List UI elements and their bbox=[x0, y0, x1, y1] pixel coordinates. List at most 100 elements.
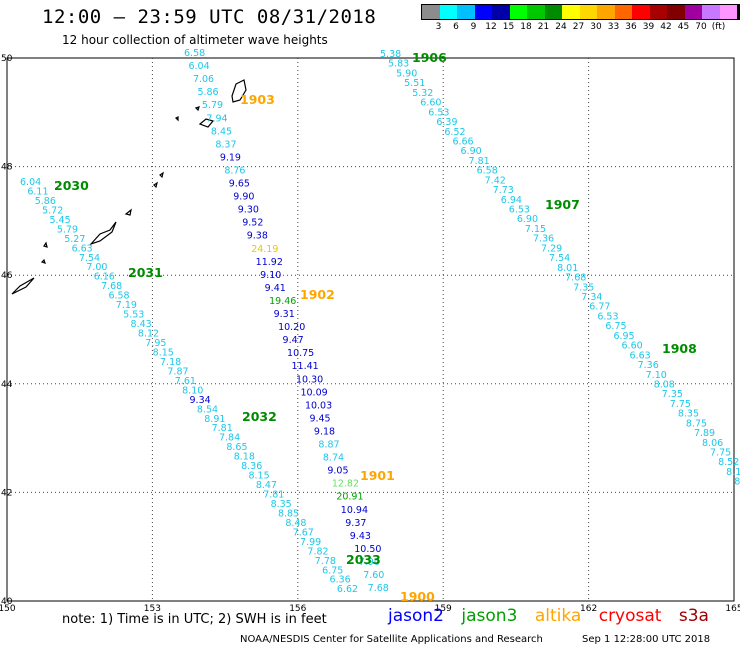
wave-height-value: 9.38 bbox=[247, 231, 268, 242]
wave-height-value: 8.45 bbox=[211, 126, 232, 137]
longitude-tick-label: 156 bbox=[289, 604, 306, 614]
wave-height-value: 10.09 bbox=[300, 387, 327, 398]
color-scale-label: 6 bbox=[453, 22, 459, 32]
color-scale-swatches bbox=[421, 4, 740, 20]
map-subtitle: 12 hour collection of altimeter wave hei… bbox=[62, 33, 328, 47]
satellite-legend: jason2 jason3 altika cryosat s3a bbox=[388, 606, 721, 626]
color-scale-label: 42 bbox=[660, 22, 672, 32]
color-swatch bbox=[579, 5, 597, 19]
wave-height-value: 6.94 bbox=[501, 195, 522, 206]
wave-height-value: 8.2 bbox=[734, 477, 740, 488]
wave-height-value: 10.50 bbox=[354, 544, 381, 555]
wave-height-value: 7.75 bbox=[710, 448, 731, 459]
wave-height-value: 8.74 bbox=[323, 453, 344, 464]
legend-s3a: s3a bbox=[678, 606, 709, 626]
wave-height-value: 7.18 bbox=[160, 357, 181, 368]
wave-height-value: 7.60 bbox=[363, 570, 384, 581]
wave-height-value: 9.34 bbox=[190, 395, 211, 406]
wave-height-value: 7.81 bbox=[212, 423, 233, 434]
wave-height-value: 5.38 bbox=[380, 49, 401, 60]
wave-height-value: 8.43 bbox=[131, 319, 152, 330]
wave-height-value: 24.19 bbox=[251, 244, 278, 255]
color-scale-label: 15 bbox=[502, 22, 515, 32]
wave-height-value: 10.03 bbox=[305, 400, 332, 411]
wave-height-value: 9.05 bbox=[327, 466, 348, 477]
wave-height-value: 6.75 bbox=[322, 565, 343, 576]
wave-height-value: 5.79 bbox=[202, 100, 223, 111]
map-border bbox=[6, 57, 735, 602]
color-swatch bbox=[702, 5, 720, 19]
wave-height-value: 7.94 bbox=[206, 113, 227, 124]
island-outline bbox=[231, 79, 247, 103]
latitude-tick-label: 50 bbox=[1, 54, 13, 64]
wave-height-value: 10.94 bbox=[341, 505, 368, 516]
color-scale-label: 70 bbox=[695, 22, 707, 32]
color-scale-label: 36 bbox=[625, 22, 637, 32]
wave-height-value: 6.58 bbox=[108, 291, 129, 302]
wave-height-value: 8.08 bbox=[654, 379, 675, 390]
wave-height-value: 5.51 bbox=[404, 78, 425, 89]
pass-time-label: 2032 bbox=[242, 409, 277, 424]
altimeter-tracks: 5.385.835.905.515.326.606.536.396.526.66… bbox=[20, 48, 740, 595]
wave-height-value: 7.81 bbox=[263, 490, 284, 501]
wave-height-value: 7.34 bbox=[581, 292, 602, 303]
wave-height-value: 9.45 bbox=[309, 413, 330, 424]
wave-height-value: 7.54 bbox=[549, 253, 570, 264]
wave-height-value: 7.90 bbox=[359, 557, 380, 568]
island-outline bbox=[198, 118, 215, 128]
wave-height-value: 6.04 bbox=[188, 61, 209, 72]
pass-time-label: 1908 bbox=[662, 341, 697, 356]
color-scale-label: 24 bbox=[555, 22, 567, 32]
color-swatch bbox=[562, 5, 580, 19]
color-swatch bbox=[737, 5, 740, 19]
wave-height-value: 5.83 bbox=[388, 59, 409, 70]
wave-height-value: 6.90 bbox=[517, 214, 538, 225]
wave-height-value: 8.87 bbox=[318, 440, 339, 451]
wave-height-value: 12.82 bbox=[332, 479, 359, 490]
latitude-tick-label: 40 bbox=[1, 597, 13, 607]
wave-height-value: 10.20 bbox=[278, 322, 305, 333]
wave-height-value: 6.63 bbox=[630, 350, 651, 361]
wave-height-value: 7.29 bbox=[541, 243, 562, 254]
wave-height-value: 8.12 bbox=[138, 329, 159, 340]
color-swatch bbox=[509, 5, 527, 19]
wave-height-value: 8.48 bbox=[285, 518, 306, 529]
wave-height-value: 9.47 bbox=[283, 335, 304, 346]
wave-height-value: 6.95 bbox=[613, 331, 634, 342]
wave-height-value: 9.90 bbox=[233, 192, 254, 203]
longitude-tick-label: 153 bbox=[144, 604, 161, 614]
color-scale-label: 12 bbox=[485, 22, 497, 32]
islet-outline bbox=[40, 106, 200, 264]
wave-height-value: 8.19 bbox=[726, 467, 740, 478]
graticule bbox=[7, 58, 734, 601]
footer-note: note: 1) Time is in UTC; 2) SWH is in fe… bbox=[62, 612, 327, 627]
wave-height-value: 6.66 bbox=[452, 136, 473, 147]
wave-height-value: 6.63 bbox=[72, 243, 93, 254]
color-swatch bbox=[614, 5, 632, 19]
generated-timestamp: Sep 1 12:28:00 UTC 2018 bbox=[582, 634, 711, 645]
wave-height-value: 8.01 bbox=[557, 263, 578, 274]
color-swatch bbox=[422, 5, 440, 19]
wave-height-value: 7.61 bbox=[175, 376, 196, 387]
color-scale-label: 21 bbox=[537, 22, 550, 32]
wave-height-value: 7.99 bbox=[300, 537, 321, 548]
color-scale-label: 33 bbox=[607, 22, 620, 32]
wave-height-value: 7.89 bbox=[694, 428, 715, 439]
longitude-tick-label: 150 bbox=[0, 604, 16, 614]
kuril-islands-coastline bbox=[11, 79, 247, 295]
wave-height-value: 8.75 bbox=[686, 418, 707, 429]
wave-height-value: 5.79 bbox=[57, 224, 78, 235]
wave-height-value: 6.58 bbox=[477, 166, 498, 177]
pass-time-label: 2030 bbox=[54, 178, 89, 193]
wave-height-value: 7.68 bbox=[565, 273, 586, 284]
wave-height-value: 6.60 bbox=[622, 341, 643, 352]
pass-time-label: 1901 bbox=[360, 468, 395, 483]
wave-height-value: 5.53 bbox=[123, 310, 144, 321]
wave-height-value: 7.06 bbox=[193, 74, 214, 85]
color-swatch bbox=[719, 5, 737, 19]
color-scale-labels: 3 6 9 12 15 18 21 24 27 30 33 36 39 42 45 70 (ft) bbox=[421, 20, 740, 34]
wave-height-value: 9.37 bbox=[345, 518, 366, 529]
color-swatch bbox=[667, 5, 685, 19]
pass-time-label: 1903 bbox=[240, 92, 275, 107]
color-scale-label: (ft) bbox=[711, 22, 726, 32]
